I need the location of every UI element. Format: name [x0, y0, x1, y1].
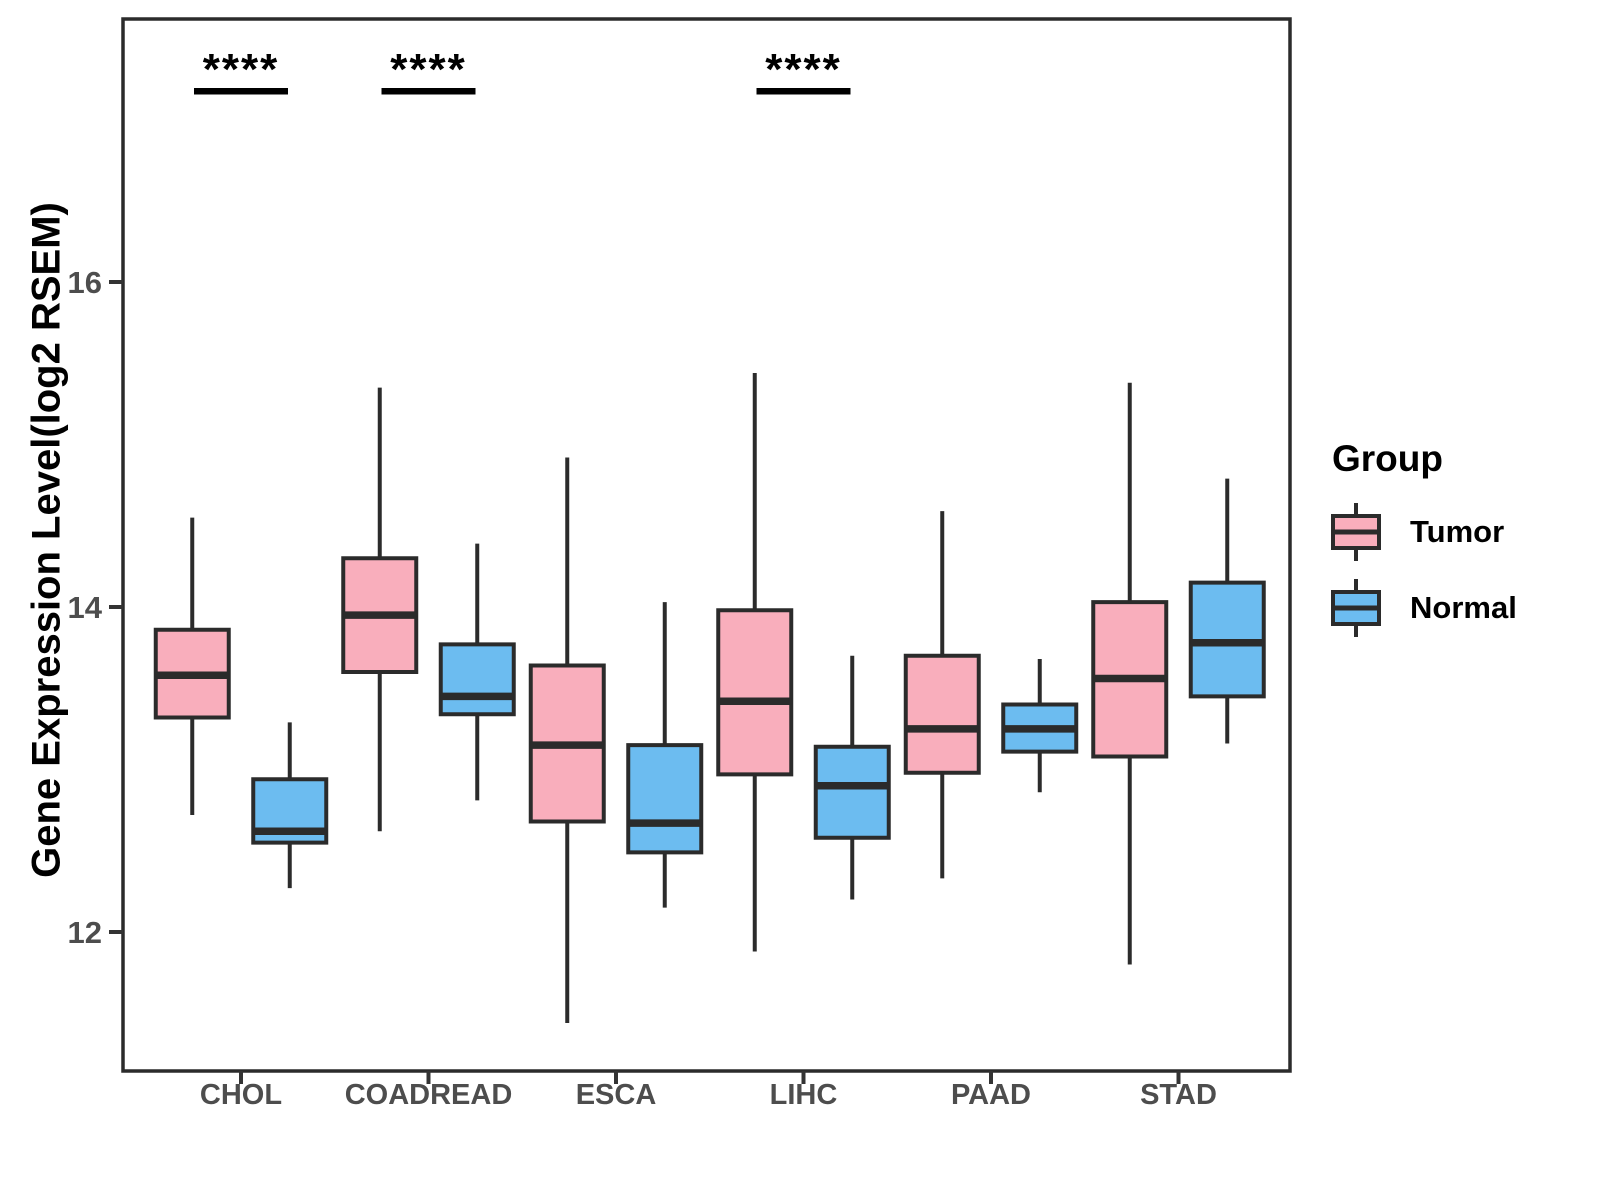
box-lihc-tumor: [716, 608, 794, 777]
x-axis-label-paad: PAAD: [951, 1079, 1031, 1111]
legend-item-label: Normal: [1410, 590, 1517, 625]
y-tick-label: 12: [68, 915, 102, 950]
significance-stars-coadread: ****: [390, 45, 467, 94]
box-lihc-normal: [813, 744, 891, 840]
tumor-boxplot-key-icon: [1331, 503, 1381, 561]
significance-stars-lihc: ****: [765, 45, 842, 94]
legend: Group Tumor Normal: [1328, 438, 1517, 652]
normal-boxplot-key-icon: [1331, 579, 1381, 637]
significance-bar-lihc: [756, 88, 851, 95]
x-axis-label-lihc: LIHC: [770, 1079, 838, 1111]
x-axis-label-chol: CHOL: [200, 1079, 282, 1111]
legend-title: Group: [1332, 438, 1443, 479]
x-axis-label-esca: ESCA: [576, 1079, 657, 1111]
significance-stars-chol: ****: [203, 45, 280, 94]
legend-item-tumor: Tumor: [1328, 500, 1517, 564]
y-axis-title: Gene Expression Level(log2 RSEM): [24, 202, 69, 878]
significance-bar-coadread: [381, 88, 476, 95]
x-axis-label-stad: STAD: [1140, 1079, 1217, 1111]
plot-panel-border: [121, 17, 1292, 1073]
box-paad-tumor: [903, 653, 981, 775]
box-esca-normal: [626, 743, 704, 855]
y-tick-label: 16: [68, 265, 102, 300]
legend-item-label: Tumor: [1410, 514, 1505, 549]
significance-bar-chol: [194, 88, 288, 95]
x-axis-label-coadread: COADREAD: [345, 1079, 513, 1111]
box-coadread-normal: [438, 642, 516, 717]
y-tick-label: 14: [68, 590, 103, 625]
legend-item-normal: Normal: [1328, 576, 1517, 640]
